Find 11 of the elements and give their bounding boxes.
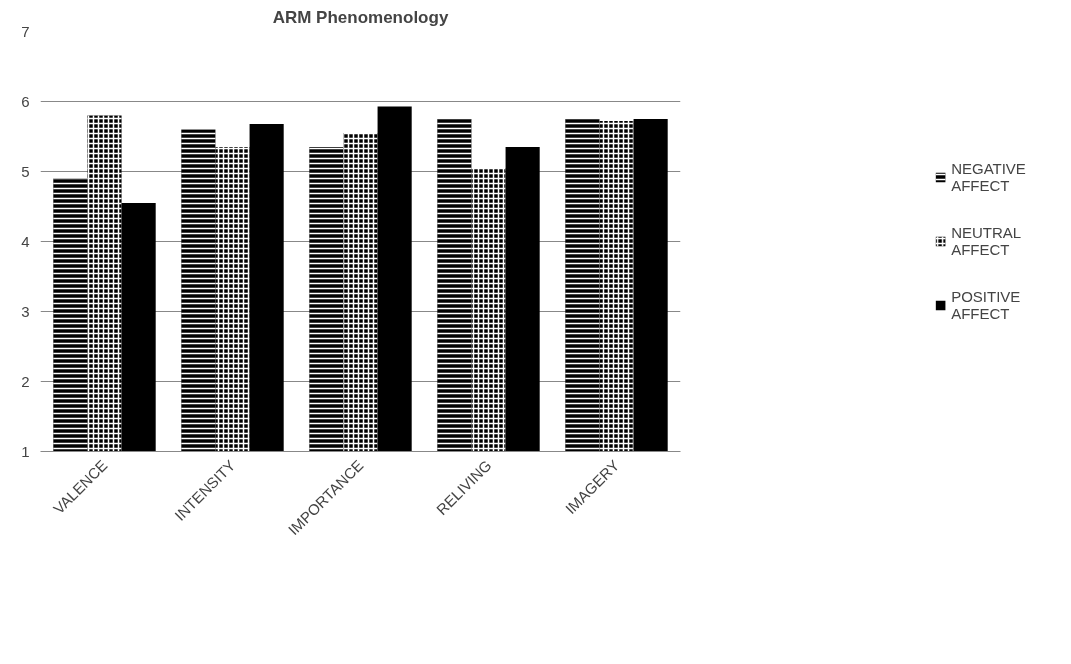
y-tick-label: 6 [21,92,30,110]
y-tick-label: 2 [21,372,30,390]
legend-label: NEGATIVE AFFECT [951,160,1026,194]
chart-title: ARM Phenomenology [272,7,449,27]
y-tick-label: 3 [21,302,30,320]
y-tick-label: 7 [21,22,30,40]
y-tick-label: 1 [21,442,30,460]
legend-label: POSITIVE AFFECT [951,288,1021,322]
y-tick-label: 5 [21,162,30,180]
legend-label: NEUTRAL AFFECT [951,224,1022,258]
y-tick-label: 4 [21,232,30,250]
